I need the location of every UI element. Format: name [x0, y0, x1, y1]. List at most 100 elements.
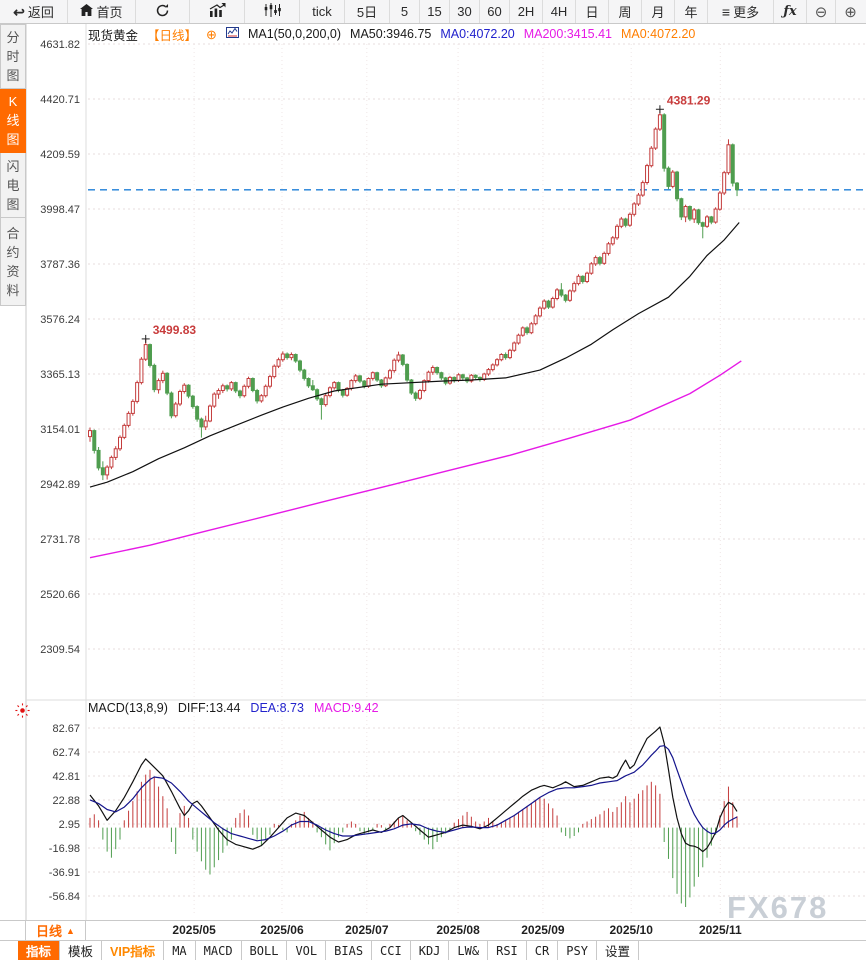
home-label: 首页: [96, 5, 123, 20]
svg-text:4209.59: 4209.59: [40, 149, 80, 161]
indicator-window-icon[interactable]: [225, 27, 239, 41]
candles-series: [88, 109, 740, 481]
macd-histogram: [89, 769, 738, 907]
watermark: FX678: [727, 890, 829, 925]
sidebar-item-label: 分时图: [6, 30, 20, 83]
svg-text:22.88: 22.88: [52, 795, 80, 807]
period-60m-button[interactable]: 60: [480, 0, 510, 23]
tab-templates[interactable]: 模板: [60, 941, 103, 960]
ma0-value-blue: MA0:4072.20: [440, 27, 515, 41]
tab-rsi[interactable]: RSI: [488, 941, 527, 960]
tab-vip-indicators[interactable]: VIP指标: [102, 941, 165, 960]
svg-text:2942.89: 2942.89: [40, 479, 80, 491]
period-year-button[interactable]: 年: [675, 0, 708, 23]
period-4h-label: 4H: [550, 4, 568, 19]
tab-bias[interactable]: BIAS: [326, 941, 373, 960]
sidebar-item-kline-chart[interactable]: K线图: [0, 89, 26, 153]
ma0-value-orange: MA0:4072.20: [620, 27, 696, 41]
period-year-label: 年: [684, 5, 698, 20]
period-30m-button[interactable]: 30: [450, 0, 480, 23]
svg-text:3787.36: 3787.36: [40, 259, 80, 271]
period-2h-button[interactable]: 2H: [510, 0, 543, 23]
period-selector[interactable]: 日线 ▲: [26, 921, 86, 940]
candlestick-view-button[interactable]: [245, 0, 300, 23]
sidebar-item-contract-info[interactable]: 合约资料: [0, 218, 26, 306]
zoom-out-button[interactable]: ⊖: [807, 0, 836, 23]
tab-vol[interactable]: VOL: [287, 941, 327, 960]
sidebar-item-label: K线图: [6, 94, 20, 147]
svg-text:3154.01: 3154.01: [40, 424, 80, 436]
period-60m-label: 60: [487, 4, 502, 19]
tab-macd[interactable]: MACD: [196, 941, 242, 960]
tab-psy[interactable]: PSY: [558, 941, 597, 960]
tick-label: tick: [312, 4, 332, 19]
period-2h-label: 2H: [517, 4, 535, 19]
svg-text:-16.98: -16.98: [49, 843, 80, 855]
fx-icon: ƒx: [783, 4, 797, 19]
svg-text:3998.47: 3998.47: [40, 204, 80, 216]
macd-header: MACD(13,8,9) DIFF:13.44 DEA:8.73 MACD:9.…: [88, 701, 379, 715]
tab-indicators[interactable]: 指标: [18, 941, 61, 960]
back-label: 返回: [27, 5, 54, 20]
price-grid-axis: 4631.82 4420.71 4209.59 3998.47 3787.36 3576.…: [40, 39, 866, 656]
zoom-in-button[interactable]: ⊕: [836, 0, 865, 23]
expand-icon[interactable]: ⊕: [206, 26, 217, 42]
svg-text:2025/05: 2025/05: [172, 923, 216, 937]
period-day-button[interactable]: 日: [576, 0, 609, 23]
svg-text:2025/08: 2025/08: [436, 923, 480, 937]
tab-kdj[interactable]: KDJ: [411, 941, 450, 960]
bar-chart-icon: [209, 3, 226, 20]
tab-ma[interactable]: MA: [164, 941, 196, 960]
period-5m-button[interactable]: 5: [390, 0, 420, 23]
period-week-button[interactable]: 周: [609, 0, 642, 23]
tab-boll[interactable]: BOLL: [242, 941, 288, 960]
svg-text:3365.13: 3365.13: [40, 369, 80, 381]
svg-text:2025/09: 2025/09: [521, 923, 565, 937]
svg-text:62.74: 62.74: [52, 747, 80, 759]
more-button[interactable]: ≡ 更多: [708, 0, 774, 23]
home-icon: [80, 4, 94, 19]
period-5d-button[interactable]: 5日: [345, 0, 390, 23]
sidebar-item-flash-chart[interactable]: 闪电图: [0, 153, 26, 218]
zoom-in-icon: ⊕: [844, 3, 857, 21]
back-button[interactable]: ↩ 返回: [0, 0, 68, 23]
formula-button[interactable]: ƒx: [774, 0, 807, 23]
svg-text:2025/07: 2025/07: [345, 923, 389, 937]
svg-text:3499.83: 3499.83: [153, 323, 197, 337]
period-month-button[interactable]: 月: [642, 0, 675, 23]
svg-text:2025/10: 2025/10: [610, 923, 654, 937]
period-4h-button[interactable]: 4H: [543, 0, 576, 23]
tab-label: BOLL: [249, 943, 279, 958]
tab-lw[interactable]: LW&: [449, 941, 489, 960]
svg-text:4420.71: 4420.71: [40, 94, 80, 106]
tab-label: MA: [172, 943, 187, 958]
period-selector-label: 日线: [36, 924, 63, 939]
more-label: 更多: [733, 5, 760, 20]
ma200-value: MA200:3415.41: [523, 27, 612, 41]
bar-chart-view-button[interactable]: [190, 0, 245, 23]
tab-label: 设置: [604, 945, 630, 959]
tab-spacer: [0, 941, 18, 960]
tick-period-button[interactable]: tick: [300, 0, 345, 23]
svg-text:-36.91: -36.91: [49, 867, 80, 879]
sidebar-item-time-chart[interactable]: 分时图: [0, 24, 26, 89]
period-15m-button[interactable]: 15: [420, 0, 450, 23]
tab-cr[interactable]: CR: [527, 941, 559, 960]
tab-label: VIP指标: [110, 945, 156, 959]
refresh-button[interactable]: [136, 0, 190, 23]
indicator-settings-icon[interactable]: [15, 703, 30, 718]
symbol-name: 现货黄金: [88, 28, 139, 43]
candlestick-icon: [264, 3, 281, 20]
home-button[interactable]: 首页: [68, 0, 136, 23]
macd-formula: MACD(13,8,9): [88, 701, 168, 715]
menu-icon: ≡: [721, 3, 731, 20]
period-5d-label: 5日: [356, 5, 378, 20]
svg-text:4631.82: 4631.82: [40, 39, 80, 51]
period-label: 【日线】: [147, 28, 198, 43]
chart-legend: 现货黄金 【日线】 ⊕ MA1(50,0,200,0) MA50:3946.75…: [88, 26, 696, 43]
tab-settings[interactable]: 设置: [597, 941, 639, 960]
tab-label: KDJ: [418, 943, 441, 958]
tab-cci[interactable]: CCI: [372, 941, 411, 960]
chevron-up-icon: ▲: [66, 925, 75, 936]
